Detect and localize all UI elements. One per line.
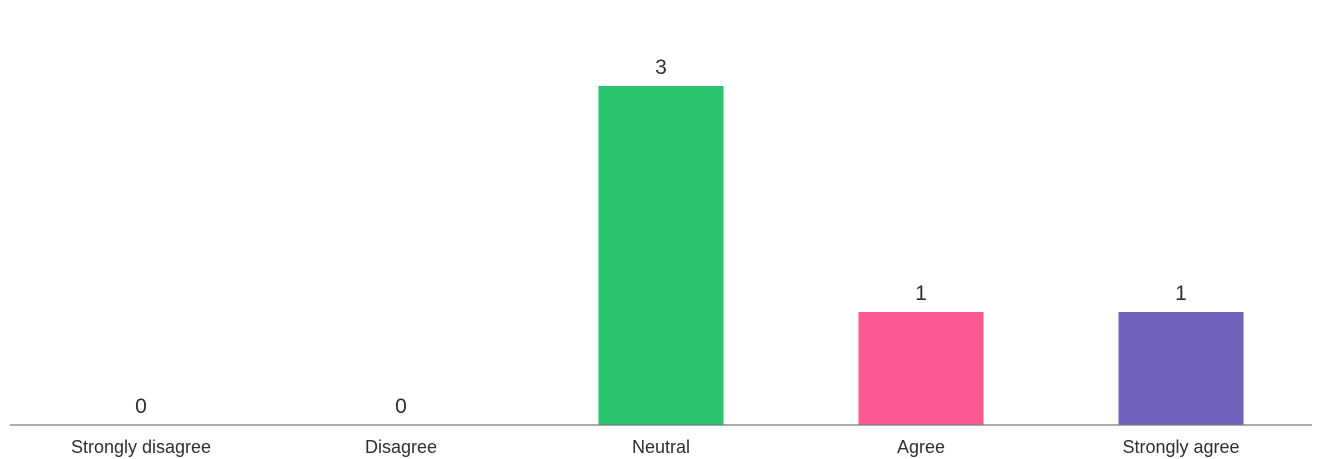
category-label-strongly-agree: Strongly agree [1122, 437, 1239, 457]
value-label-neutral: 3 [655, 56, 667, 79]
value-label-agree: 1 [915, 282, 927, 305]
value-label-disagree: 0 [395, 395, 407, 418]
value-label-strongly-agree: 1 [1175, 282, 1187, 305]
category-label-agree: Agree [897, 437, 945, 457]
category-labels-layer: Strongly disagree Disagree Neutral Agree Str… [71, 437, 1240, 457]
value-label-strongly-disagree: 0 [135, 395, 147, 418]
bar-agree [858, 312, 984, 425]
category-label-strongly-disagree: Strongly disagree [71, 437, 211, 457]
value-labels-layer: 0 0 3 1 1 [135, 56, 1187, 418]
bars-layer [598, 86, 1244, 425]
category-label-disagree: Disagree [365, 437, 437, 457]
category-label-neutral: Neutral [632, 437, 690, 457]
bar-neutral [598, 86, 724, 425]
bar-strongly-agree [1118, 312, 1244, 425]
